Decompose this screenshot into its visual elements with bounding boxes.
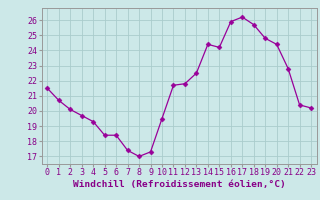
X-axis label: Windchill (Refroidissement éolien,°C): Windchill (Refroidissement éolien,°C) — [73, 180, 285, 189]
